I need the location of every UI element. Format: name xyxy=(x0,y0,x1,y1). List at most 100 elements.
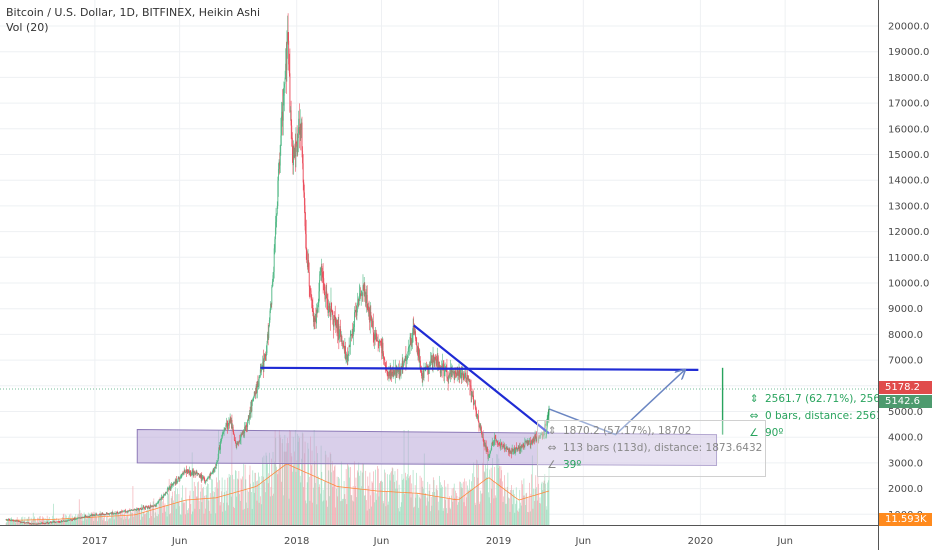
volume-bar xyxy=(474,476,475,525)
projection-path[interactable] xyxy=(548,370,684,436)
volume-bar xyxy=(322,489,324,525)
candle-body xyxy=(107,513,109,515)
candle-body xyxy=(33,523,35,525)
volume-bar xyxy=(191,514,192,525)
volume-bar xyxy=(154,512,156,525)
measure-box-trend[interactable]: ⇕ 1870.2 (57.17%), 18702 ⇔ 113 bars (113d),… xyxy=(537,420,766,477)
candle-body xyxy=(141,509,143,510)
candle-body xyxy=(448,376,450,380)
candle-body xyxy=(194,471,196,475)
volume-bar xyxy=(173,504,175,525)
volume-bar xyxy=(377,468,379,525)
horizontal-resistance-line[interactable] xyxy=(260,366,699,371)
candle-body xyxy=(229,418,231,423)
volume-bar xyxy=(473,462,475,525)
volume-bar xyxy=(490,467,492,525)
candle-body xyxy=(303,182,305,193)
volume-bar xyxy=(294,430,296,525)
candle-body xyxy=(220,440,222,442)
candle-body xyxy=(413,328,415,334)
candle-body xyxy=(488,456,490,457)
candle-body xyxy=(157,502,159,504)
volume-bar xyxy=(221,491,222,525)
volume-bar xyxy=(120,512,121,525)
measure-box-projection[interactable]: ⇕ 2561.7 (62.71%), 2561 ⇔ 0 bars, distance:… xyxy=(746,391,878,442)
candle-body xyxy=(379,341,381,343)
candle-body xyxy=(343,347,345,351)
candle-body xyxy=(50,521,52,523)
candle-body xyxy=(169,486,171,488)
candle-body xyxy=(385,366,387,368)
candle-body xyxy=(374,334,376,340)
candle-body xyxy=(408,347,410,349)
candle-body xyxy=(296,141,298,144)
volume-bar xyxy=(197,482,199,525)
volume-bar xyxy=(358,462,360,525)
candle-body xyxy=(230,420,232,422)
volume-bar xyxy=(113,512,114,525)
candle-body xyxy=(130,510,131,512)
volume-bar xyxy=(531,474,532,525)
candle-body xyxy=(55,521,57,523)
candle-body xyxy=(139,508,141,509)
volume-bar xyxy=(255,481,257,525)
drawings[interactable] xyxy=(260,324,724,439)
y-tick-label: 7000.0 xyxy=(888,356,923,367)
volume-bar xyxy=(453,487,454,525)
candle-body xyxy=(174,482,176,484)
volume-bar xyxy=(440,488,442,525)
candle-body xyxy=(453,372,455,373)
volume-legend[interactable]: Vol (20) xyxy=(6,21,49,34)
candle-body xyxy=(462,372,464,378)
candle-body xyxy=(253,391,255,398)
volume-bar xyxy=(338,477,339,525)
volume-bar xyxy=(444,480,445,525)
volume-bar xyxy=(325,454,327,525)
volume-bar xyxy=(389,480,391,525)
candle-body xyxy=(108,513,110,515)
volume-bar xyxy=(5,523,7,525)
volume-bar xyxy=(446,508,447,525)
volume-bar xyxy=(471,473,473,525)
candle-body xyxy=(162,497,163,498)
candle-body xyxy=(457,372,459,376)
volume-bar xyxy=(125,518,127,525)
candle-body xyxy=(110,512,112,514)
volume-bar xyxy=(108,518,110,525)
candle-body xyxy=(452,371,454,373)
candle-body xyxy=(450,368,452,374)
volume-bar xyxy=(515,503,516,525)
demand-zone[interactable] xyxy=(136,428,718,466)
candle-body xyxy=(419,360,421,363)
measure-row: ∠ 39º xyxy=(544,457,759,474)
volume-bar xyxy=(439,482,441,525)
candle-body xyxy=(459,367,461,378)
descending-trendline[interactable] xyxy=(413,324,550,435)
candle-body xyxy=(113,513,115,515)
volume-bar xyxy=(345,498,346,525)
candle-body xyxy=(281,116,282,136)
volume-bar xyxy=(353,501,355,525)
candle-body xyxy=(311,294,313,300)
volume-bar xyxy=(233,479,235,525)
candle-body xyxy=(180,474,182,477)
candle-body xyxy=(245,424,247,431)
volume-bar xyxy=(258,502,260,525)
candle-body xyxy=(538,438,540,441)
candle-body xyxy=(167,488,169,490)
candle-body xyxy=(307,260,309,268)
candle-body xyxy=(282,95,284,121)
candle-body xyxy=(509,448,511,452)
volume-bar xyxy=(193,481,195,525)
volume-bar xyxy=(96,516,98,525)
volume-bar xyxy=(375,469,376,525)
candle-body xyxy=(302,163,304,183)
volume-bar xyxy=(438,510,440,525)
volume-bar xyxy=(105,520,107,525)
symbol-legend[interactable]: Bitcoin / U.S. Dollar, 1D, BITFINEX, Hei… xyxy=(6,6,261,19)
candle-body xyxy=(428,366,430,374)
volume-bar xyxy=(395,488,397,525)
candle-body xyxy=(414,331,416,334)
